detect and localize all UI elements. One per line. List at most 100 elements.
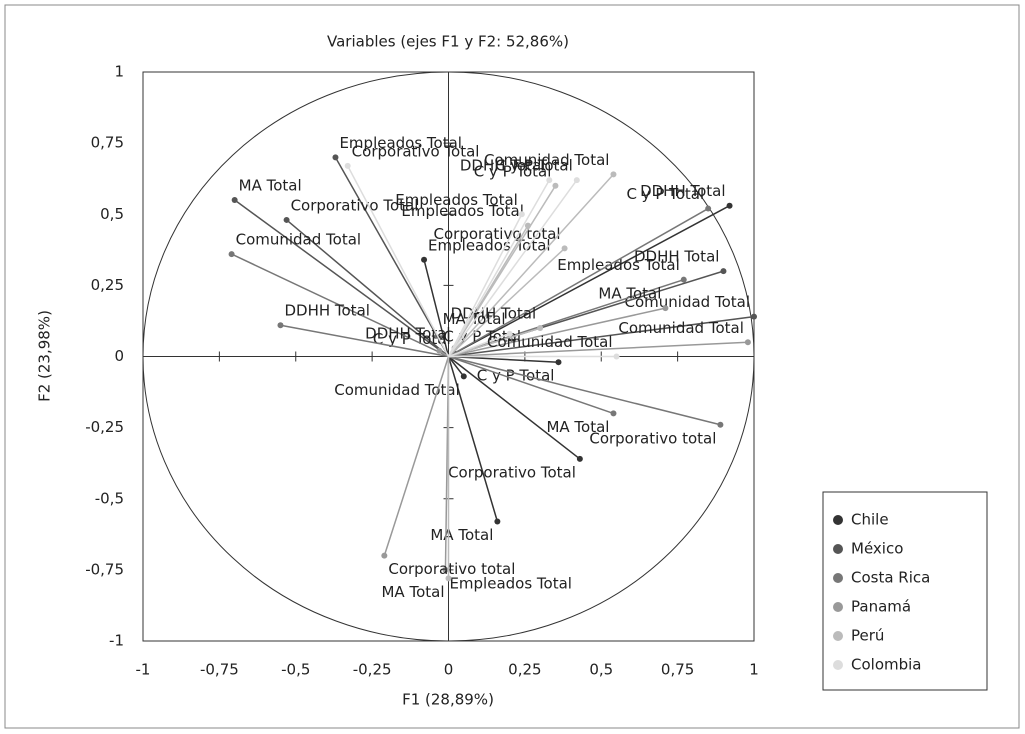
- point-label: DDHH Total: [365, 324, 450, 342]
- point: [445, 575, 452, 582]
- point-label: DDHH Total: [460, 157, 545, 175]
- point-label: Comunidad Total: [618, 319, 743, 337]
- vector: [286, 219, 449, 358]
- point-label: Comunidad Total: [484, 151, 609, 169]
- point: [680, 276, 687, 283]
- x-tick-label: 0,5: [589, 661, 613, 679]
- vector: [447, 247, 566, 358]
- point-label: C y P Total: [626, 185, 704, 203]
- x-tick-label: 0: [444, 661, 454, 679]
- y-tick-label: 0,5: [100, 205, 124, 223]
- point-label: Corporativo total: [388, 560, 515, 578]
- point-label: Comunidad Total: [236, 231, 361, 249]
- y-tick-label: -0,75: [85, 560, 124, 578]
- x-tick-label: 0,25: [508, 661, 541, 679]
- point-label: Corporativo total: [589, 429, 716, 447]
- legend-label: Perú: [851, 627, 884, 645]
- x-axis-label: F1 (28,89%): [402, 691, 494, 709]
- point: [717, 421, 724, 428]
- legend-label: Colombia: [851, 656, 922, 674]
- point: [546, 177, 553, 184]
- x-tick-label: -0,75: [200, 661, 239, 679]
- vector: [383, 356, 450, 556]
- legend-marker: [833, 573, 843, 583]
- point-label: MA Total: [381, 583, 444, 601]
- vector: [447, 213, 523, 357]
- legend-label: Costa Rica: [851, 569, 930, 587]
- vector: [447, 173, 615, 358]
- point: [662, 305, 669, 312]
- point-label: DDHH Total: [634, 248, 719, 266]
- vector: [447, 356, 499, 522]
- y-tick-label: -0,25: [85, 418, 124, 436]
- point-label: MA Total: [430, 526, 493, 544]
- point-label: Empleados Total: [428, 236, 551, 254]
- point: [576, 455, 583, 462]
- point: [537, 325, 544, 332]
- x-tick-label: -1: [136, 661, 151, 679]
- legend-label: México: [851, 540, 903, 558]
- vector: [448, 205, 730, 358]
- vector: [448, 333, 510, 358]
- point-label: MA Total: [443, 310, 506, 328]
- point-label: Comunidad Total: [334, 381, 459, 399]
- vector: [234, 199, 449, 358]
- x-tick-label: -0,5: [281, 661, 310, 679]
- point-label: Comunidad Total: [487, 333, 612, 351]
- legend-marker: [833, 544, 843, 554]
- point: [421, 256, 428, 263]
- chart-title: Variables (ejes F1 y F2: 52,86%): [327, 33, 569, 51]
- vector: [448, 327, 541, 358]
- point-label: Corporativo Total: [291, 196, 419, 214]
- x-tick-label: 0,75: [661, 661, 694, 679]
- vector: [423, 259, 450, 357]
- vector: [347, 165, 450, 357]
- point: [283, 216, 290, 223]
- y-tick-label: 0,75: [91, 134, 124, 152]
- vector: [280, 324, 449, 358]
- point-label: Corporativo Total: [352, 142, 480, 160]
- point: [436, 347, 443, 354]
- vector: [448, 355, 721, 426]
- point-label: Empleados Total: [395, 191, 518, 209]
- point: [332, 154, 339, 161]
- point: [751, 313, 757, 320]
- vector: [448, 207, 709, 358]
- vector: [448, 355, 581, 460]
- point-label: Empleados Total: [557, 256, 680, 274]
- vector: [447, 179, 550, 357]
- vector: [448, 341, 748, 358]
- point-label: MA Total: [598, 285, 661, 303]
- legend-marker: [833, 660, 843, 670]
- point: [518, 211, 525, 218]
- legend-label: Panamá: [851, 598, 911, 616]
- legend-box: [822, 491, 988, 691]
- point-label: MA Total: [239, 177, 302, 195]
- point: [494, 518, 501, 525]
- point: [726, 202, 733, 209]
- point-label: DDHH Total: [284, 302, 369, 320]
- point: [277, 322, 284, 329]
- point: [344, 162, 351, 169]
- legend-marker: [833, 602, 843, 612]
- vector: [447, 356, 465, 377]
- point-label: Empleados Total: [449, 574, 572, 592]
- point: [460, 373, 467, 380]
- point: [228, 251, 235, 258]
- legend-label: Chile: [851, 511, 889, 529]
- point-label: Corporativo Total: [448, 463, 576, 481]
- frame: [4, 4, 1020, 729]
- y-axis-label: F2 (23,98%): [36, 310, 54, 402]
- point: [231, 197, 238, 204]
- point: [555, 359, 562, 366]
- point-label: Empleados Total: [401, 202, 524, 220]
- point-label: MA Total: [546, 418, 609, 436]
- point: [720, 268, 727, 275]
- point: [573, 177, 580, 184]
- point: [561, 245, 568, 252]
- vector: [448, 315, 755, 358]
- legend-marker: [833, 515, 843, 525]
- point: [610, 171, 617, 178]
- x-tick-label: -0,25: [353, 661, 392, 679]
